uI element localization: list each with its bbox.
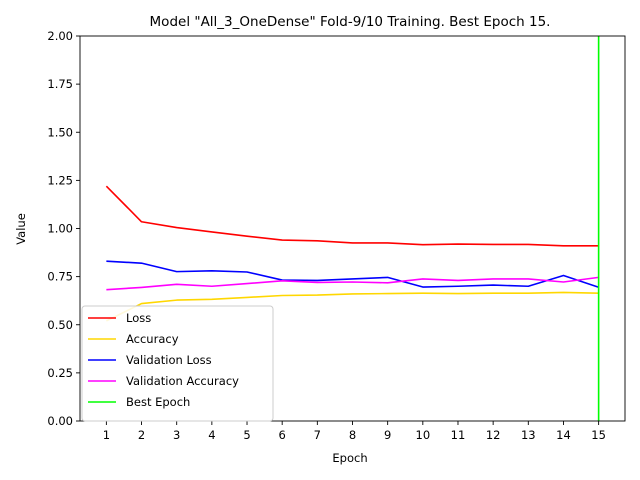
- x-tick-label: 15: [591, 428, 606, 442]
- x-tick-label: 3: [173, 428, 180, 442]
- legend-label: Loss: [126, 311, 151, 325]
- series-line-2: [106, 291, 599, 322]
- x-tick-label: 2: [138, 428, 145, 442]
- x-axis-label: Epoch: [332, 451, 367, 465]
- x-tick-label: 4: [208, 428, 215, 442]
- y-axis-label: Value: [14, 213, 28, 245]
- series-line-4: [106, 276, 599, 291]
- y-tick-label: 0.25: [47, 366, 73, 380]
- x-tick-label: 10: [416, 428, 431, 442]
- x-tick-label: 12: [486, 428, 501, 442]
- y-tick-label: 0.75: [47, 270, 73, 284]
- y-tick-label: 0.50: [47, 318, 73, 332]
- series-line-3: [106, 260, 599, 288]
- legend-label: Validation Loss: [126, 353, 212, 367]
- x-tick-label: 1: [103, 428, 110, 442]
- series-line-1: [105, 185, 599, 247]
- y-tick-label: 1.00: [47, 222, 73, 236]
- legend-box: [81, 305, 274, 422]
- legend-label: Validation Accuracy: [126, 374, 239, 388]
- x-tick-label: 9: [384, 428, 391, 442]
- x-tick-label: 11: [451, 428, 466, 442]
- legend-label: Best Epoch: [126, 395, 190, 409]
- plot-area: 1 2 3 4 5 6 7 8 9 10 11 12 13 14 150.000.250.500.751.0…: [47, 29, 626, 442]
- y-tick-label: 2.00: [47, 29, 73, 43]
- y-tick-label: 1.25: [47, 173, 73, 187]
- x-tick-label: 6: [279, 428, 286, 442]
- legend-label: Accuracy: [126, 332, 179, 346]
- x-tick-label: 14: [556, 428, 571, 442]
- x-tick-label: 5: [243, 428, 250, 442]
- y-tick-label: 0.00: [47, 414, 73, 428]
- legend: Loss Accuracy Validation Loss Validation Ac…: [81, 305, 274, 422]
- y-tick-label: 1.50: [47, 125, 73, 139]
- y-tick-label: 1.75: [47, 77, 73, 91]
- chart-title: Model "All_3_OneDense" Fold-9/10 Trainin…: [150, 14, 551, 30]
- x-tick-label: 8: [349, 428, 356, 442]
- x-tick-label: 13: [521, 428, 536, 442]
- x-tick-label: 7: [314, 428, 321, 442]
